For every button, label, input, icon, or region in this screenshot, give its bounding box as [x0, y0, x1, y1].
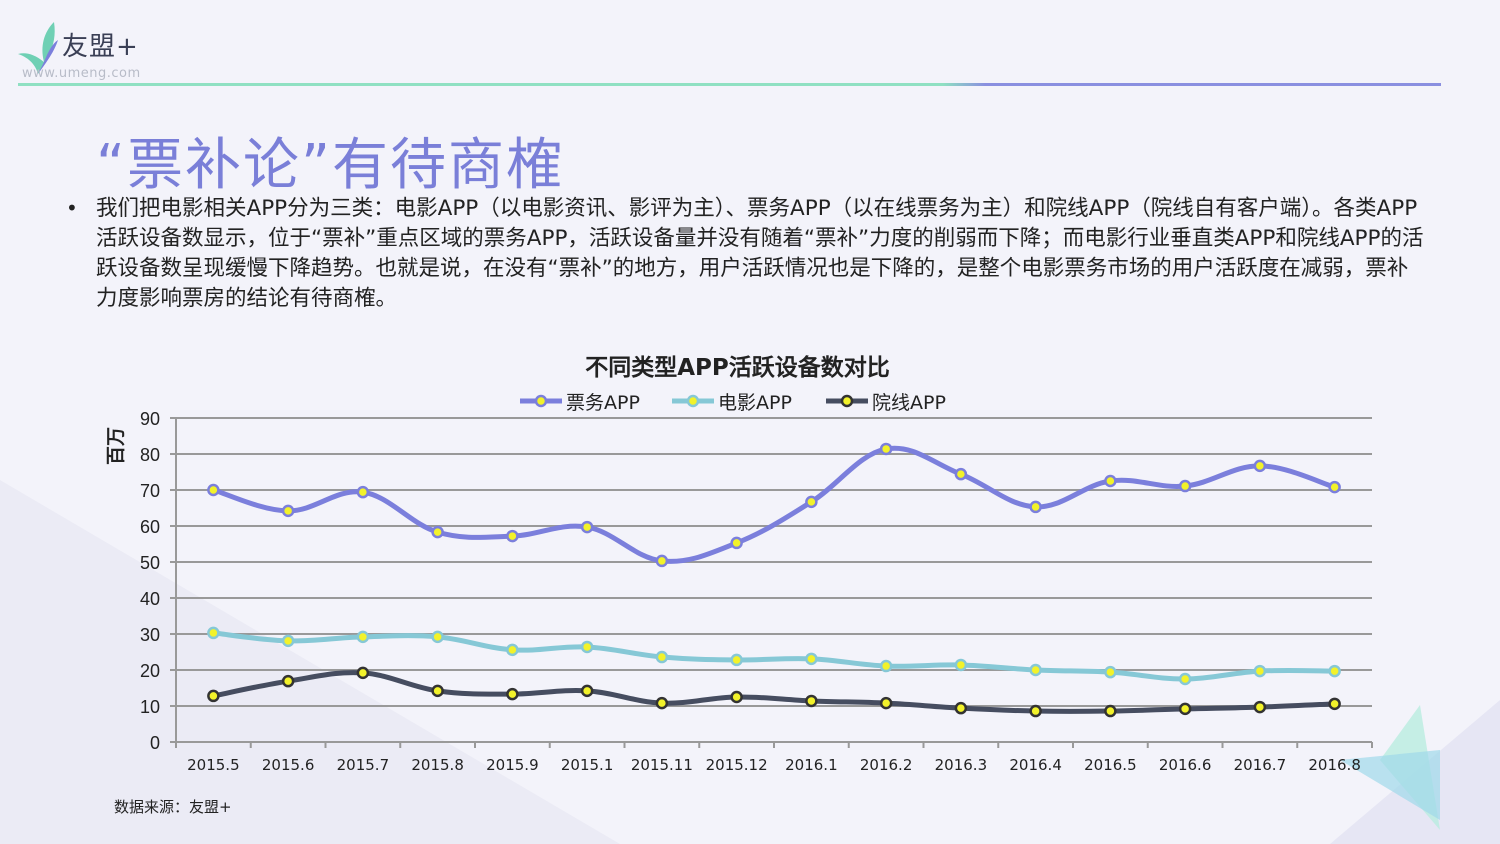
- x-tick-label: 2016.5: [1084, 756, 1137, 774]
- header-divider: [18, 83, 1441, 86]
- data-point: [1104, 704, 1117, 718]
- chart-title: 不同类型APP活跃设备数对比: [585, 355, 890, 381]
- legend-label-1: 电影APP: [718, 392, 792, 414]
- x-tick-label: 2016.1: [785, 756, 838, 774]
- data-point: [1253, 664, 1267, 678]
- data-point: [207, 689, 220, 703]
- data-point: [730, 536, 743, 550]
- data-point: [879, 659, 893, 673]
- data-point: [1328, 664, 1341, 678]
- data-point: [730, 653, 743, 667]
- data-point: [580, 520, 594, 534]
- umeng-logo-icon: [18, 22, 58, 74]
- page-title: “票补论”有待商榷: [96, 133, 565, 198]
- y-tick-label: 20: [140, 661, 160, 681]
- data-point: [281, 634, 295, 648]
- x-tick-label: 2016.6: [1159, 756, 1212, 774]
- x-tick-label: 2015.6: [262, 756, 315, 774]
- data-point: [954, 701, 968, 715]
- data-point: [356, 666, 370, 680]
- y-tick-label: 90: [140, 409, 160, 429]
- legend-marker-0: [534, 394, 548, 408]
- y-tick-label: 10: [140, 697, 160, 717]
- data-point: [1328, 480, 1341, 494]
- data-point: [281, 674, 295, 688]
- data-point: [879, 696, 893, 710]
- data-point: [506, 643, 519, 657]
- x-tick-label: 2015.12: [706, 756, 768, 774]
- data-point: [805, 495, 818, 509]
- data-point: [431, 525, 444, 539]
- legend-marker-2: [840, 394, 854, 408]
- x-tick-label: 2015.8: [411, 756, 464, 774]
- series-line-2: [212, 670, 1335, 714]
- data-point: [954, 467, 968, 481]
- data-point: [207, 483, 220, 497]
- data-point: [1253, 459, 1267, 473]
- x-tick-label: 2016.2: [860, 756, 913, 774]
- data-point: [1328, 697, 1341, 711]
- data-point: [730, 690, 743, 704]
- y-tick-label: 0: [150, 733, 160, 753]
- data-point: [805, 652, 818, 666]
- data-point: [805, 694, 818, 708]
- data-source: 数据来源：友盟+: [114, 798, 232, 816]
- y-axis-label: 百万: [105, 427, 127, 465]
- y-tick-label: 40: [140, 589, 160, 609]
- y-tick-label: 70: [140, 481, 160, 501]
- y-tick-label: 50: [140, 553, 160, 573]
- legend-label-2: 院线APP: [872, 392, 946, 414]
- y-tick-label: 80: [140, 445, 160, 465]
- series-line-0: [212, 445, 1336, 564]
- data-point: [580, 640, 594, 654]
- data-point: [1104, 474, 1117, 488]
- series-line-1: [213, 630, 1335, 682]
- data-point: [879, 442, 893, 456]
- data-point: [1178, 479, 1192, 493]
- data-point: [1178, 672, 1192, 686]
- data-point: [356, 630, 370, 644]
- data-point: [356, 485, 370, 499]
- legend-marker-1: [686, 394, 700, 408]
- body-paragraph: 我们把电影相关APP分为三类：电影APP（以电影资讯、影评为主）、票务APP（以…: [96, 196, 1424, 311]
- data-point: [1178, 702, 1192, 716]
- x-tick-label: 2015.11: [631, 756, 693, 774]
- logo-name: 友盟+: [62, 32, 139, 62]
- data-point: [580, 684, 594, 698]
- data-point: [207, 626, 220, 640]
- data-point: [655, 696, 669, 710]
- x-tick-label: 2016.7: [1234, 756, 1287, 774]
- logo-url: www.umeng.com: [22, 66, 141, 81]
- x-tick-label: 2016.3: [935, 756, 988, 774]
- data-point: [431, 684, 444, 698]
- y-tick-label: 60: [140, 517, 160, 537]
- data-point: [1029, 663, 1042, 677]
- data-point: [506, 529, 519, 543]
- x-tick-label: 2015.7: [337, 756, 390, 774]
- data-point: [281, 504, 295, 518]
- data-point: [1029, 500, 1042, 514]
- data-point: [1104, 665, 1117, 679]
- data-point: [1029, 704, 1042, 718]
- data-point: [655, 650, 669, 664]
- x-tick-label: 2015.9: [486, 756, 539, 774]
- data-point: [655, 554, 669, 568]
- legend-label-0: 票务APP: [566, 392, 640, 414]
- data-point: [1253, 700, 1267, 714]
- x-tick-label: 2015.5: [187, 756, 240, 774]
- data-point: [954, 658, 968, 672]
- x-tick-label: 2016.4: [1009, 756, 1062, 774]
- y-tick-label: 30: [140, 625, 160, 645]
- data-point: [506, 687, 519, 701]
- bullet-marker: •: [66, 196, 78, 220]
- data-point: [431, 630, 444, 644]
- x-tick-label: 2015.1: [561, 756, 614, 774]
- x-tick-label: 2016.8: [1308, 756, 1361, 774]
